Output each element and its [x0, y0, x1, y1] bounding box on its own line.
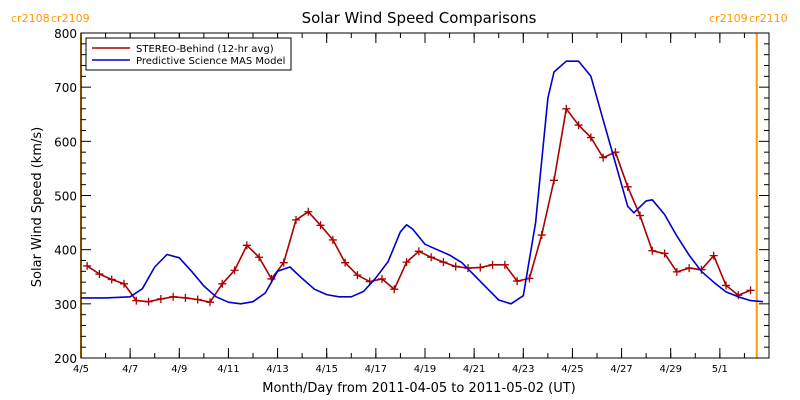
x-tick-label: 4/21 — [463, 364, 485, 375]
data-point-plus — [144, 297, 153, 306]
data-point-plus — [378, 274, 386, 283]
x-tick-label: 4/23 — [512, 364, 534, 375]
data-point-plus — [95, 270, 104, 279]
data-series — [81, 60, 763, 307]
data-point-plus — [672, 267, 681, 276]
data-point-plus — [292, 215, 300, 224]
data-point-plus — [488, 260, 497, 269]
series-line-1 — [81, 60, 763, 305]
x-tick-label: 4/11 — [217, 364, 239, 375]
y-tick-label: 200 — [54, 352, 77, 366]
data-point-plus — [218, 279, 227, 288]
x-tick-label: 4/13 — [266, 364, 288, 375]
data-point-plus — [181, 293, 190, 302]
data-point-plus — [636, 211, 644, 220]
x-tick-label: 4/27 — [610, 364, 632, 375]
data-point-plus — [709, 251, 718, 260]
y-tick-label: 700 — [54, 81, 77, 95]
data-point-plus — [304, 207, 313, 216]
data-point-plus — [500, 260, 509, 269]
y-axis-label: Solar Wind Speed (km/s) — [30, 127, 45, 287]
y-tick-label: 500 — [54, 190, 77, 204]
data-point-plus — [402, 258, 411, 267]
legend-box — [85, 37, 292, 71]
data-point-plus — [722, 281, 730, 290]
x-tick-label: 4/9 — [171, 364, 187, 375]
x-tick-label: 4/19 — [414, 364, 436, 375]
x-tick-label: 4/7 — [122, 364, 138, 375]
x-tick-label: 4/5 — [73, 364, 89, 375]
legend-label-mas-model: Predictive Science MAS Model — [136, 56, 285, 67]
data-point-plus — [414, 247, 423, 256]
data-point-plus — [328, 235, 337, 244]
data-point-plus — [685, 264, 694, 273]
plot-frame — [80, 32, 770, 359]
carrington-label-1-a: cr2109 — [709, 12, 748, 25]
data-point-plus — [107, 275, 116, 284]
data-point-plus — [427, 253, 436, 262]
x-tick-label: 4/15 — [315, 364, 337, 375]
data-point-plus — [550, 176, 558, 185]
data-point-plus — [648, 246, 657, 255]
data-point-plus — [193, 295, 202, 304]
data-point-plus — [439, 258, 448, 267]
data-point-plus — [537, 231, 546, 240]
data-point-plus — [120, 279, 128, 288]
data-point-plus — [599, 153, 608, 162]
data-point-plus — [255, 253, 264, 262]
carrington-label-0-b: cr2109 — [51, 12, 90, 25]
data-point-plus — [242, 241, 251, 250]
data-point-plus — [341, 258, 350, 267]
data-point-plus — [353, 271, 362, 280]
data-point-plus — [476, 263, 485, 272]
data-point-plus — [586, 133, 595, 142]
data-point-plus — [562, 104, 571, 113]
carrington-label-0-a: cr2108 — [11, 12, 50, 25]
data-point-plus — [451, 262, 460, 271]
x-axis-label: Month/Day from 2011-04-05 to 2011-05-02 … — [262, 381, 575, 396]
x-tick-label: 5/1 — [712, 364, 728, 375]
data-point-plus — [623, 182, 632, 191]
series-line-0 — [86, 108, 751, 304]
data-point-plus — [83, 261, 92, 270]
data-point-plus — [230, 266, 239, 275]
data-point-plus — [156, 294, 165, 303]
data-point-plus — [206, 298, 214, 307]
data-point-plus — [574, 121, 583, 130]
data-point-plus — [132, 296, 141, 305]
chart-legend: STEREO-Behind (12-hr avg) Predictive Sci… — [85, 37, 292, 71]
data-point-plus — [660, 249, 669, 258]
data-point-plus — [746, 286, 755, 295]
y-tick-label: 400 — [54, 244, 77, 258]
x-tick-label: 4/25 — [561, 364, 583, 375]
data-point-plus — [279, 258, 288, 267]
axes: 200 300 400 500 600 700 800 4/5 4/7 4/9 4/11 4/13 4/… — [54, 27, 770, 375]
y-tick-label: 600 — [54, 135, 77, 149]
data-point-plus — [169, 292, 178, 301]
y-tick-label: 300 — [54, 298, 77, 312]
legend-label-stereo: STEREO-Behind (12-hr avg) — [136, 44, 274, 55]
x-tick-label: 4/29 — [659, 364, 681, 375]
data-point-plus — [513, 277, 522, 286]
y-tick-label: 800 — [54, 27, 77, 41]
carrington-label-1-b: cr2110 — [749, 12, 788, 25]
chart-title: Solar Wind Speed Comparisons — [302, 9, 537, 27]
data-point-plus — [390, 285, 399, 294]
data-point-plus — [316, 221, 325, 230]
x-tick-label: 4/17 — [365, 364, 387, 375]
